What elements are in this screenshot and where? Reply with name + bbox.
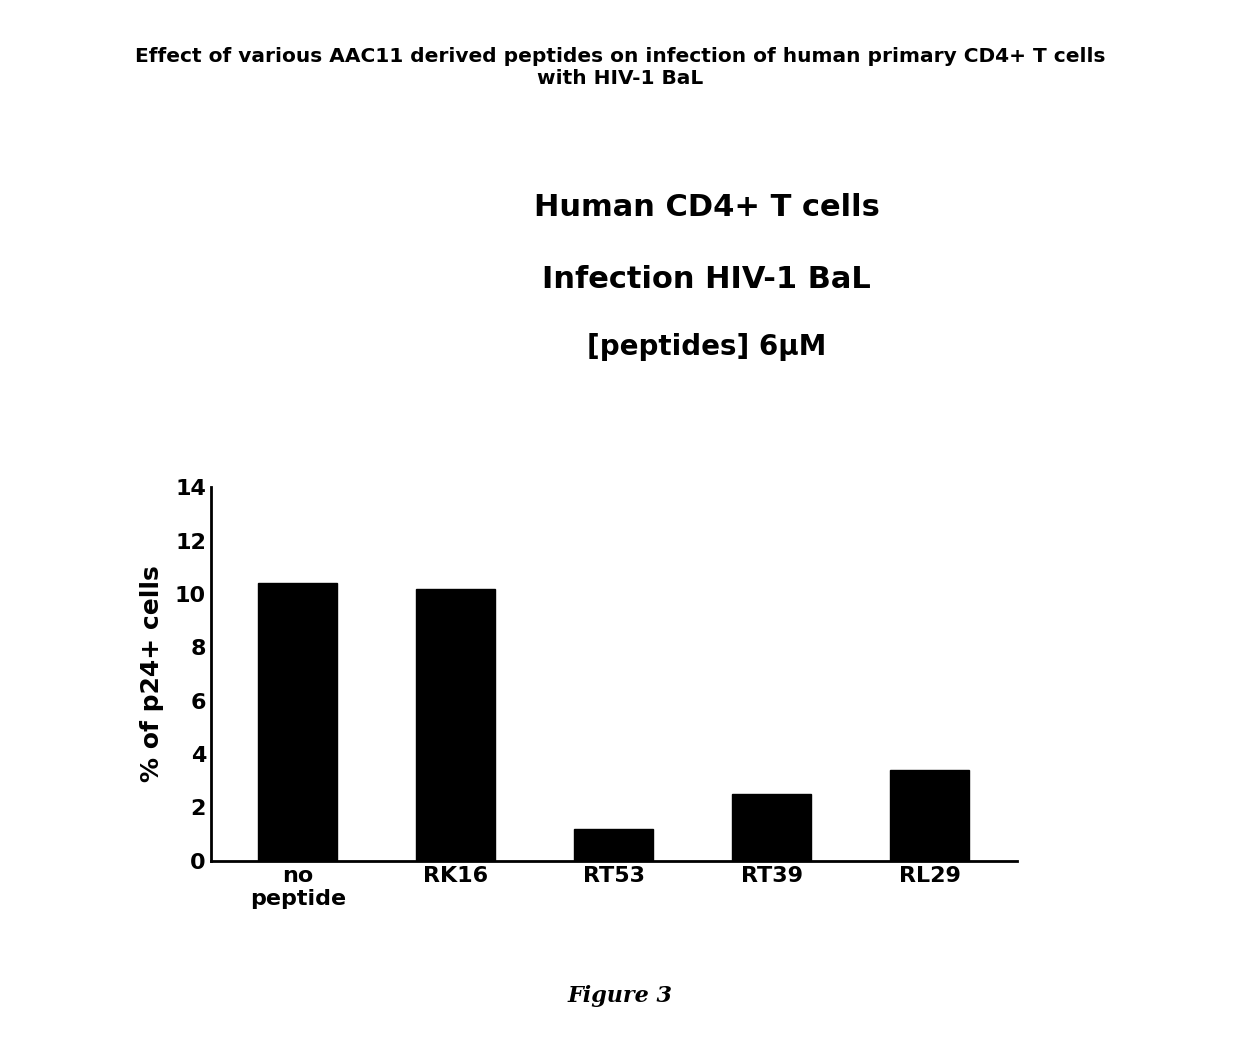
Bar [258, 584, 337, 861]
Y-axis label: % of p24+ cells: % of p24+ cells [140, 565, 164, 783]
Bar [417, 589, 495, 861]
Text: Effect of various AAC11 derived peptides on infection of human primary CD4+ T ce: Effect of various AAC11 derived peptides… [135, 47, 1105, 88]
Bar [574, 829, 653, 861]
Text: Infection HIV-1 BaL: Infection HIV-1 BaL [542, 265, 872, 295]
Text: [peptides] 6μM: [peptides] 6μM [587, 333, 827, 362]
Text: Figure 3: Figure 3 [568, 984, 672, 1007]
Bar [733, 794, 811, 861]
Text: Human CD4+ T cells: Human CD4+ T cells [534, 193, 879, 222]
Bar [890, 770, 970, 861]
